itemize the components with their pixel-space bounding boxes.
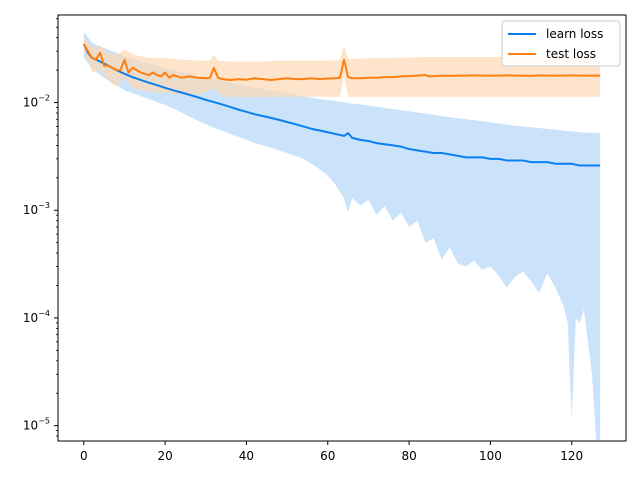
series-lines <box>82 43 601 167</box>
y-tick-label: 10−3 <box>23 201 50 217</box>
x-tick-label: 100 <box>479 449 502 463</box>
learn-loss-band <box>83 32 601 440</box>
y-tick-label: 10−2 <box>23 94 50 110</box>
learn-loss-legend-label: learn loss <box>546 27 603 41</box>
test-loss-legend-label: test loss <box>546 47 596 61</box>
legend: learn loss test loss <box>501 20 621 67</box>
x-tick-label: 80 <box>401 449 416 463</box>
y-axis: 10−5 10−4 10−3 10−2 <box>23 18 58 437</box>
x-tick-label: 60 <box>320 449 335 463</box>
x-tick-label: 40 <box>239 449 254 463</box>
learn-loss-line <box>82 43 601 167</box>
test-loss-line <box>82 43 601 81</box>
x-tick-label: 120 <box>560 449 583 463</box>
x-axis: 0 20 40 60 80 100 120 <box>80 441 583 463</box>
y-tick-label: 10−5 <box>23 417 50 433</box>
y-tick-label: 10−4 <box>23 309 50 325</box>
plot-frame <box>57 14 627 442</box>
x-tick-label: 0 <box>80 449 88 463</box>
x-tick-label: 20 <box>157 449 172 463</box>
